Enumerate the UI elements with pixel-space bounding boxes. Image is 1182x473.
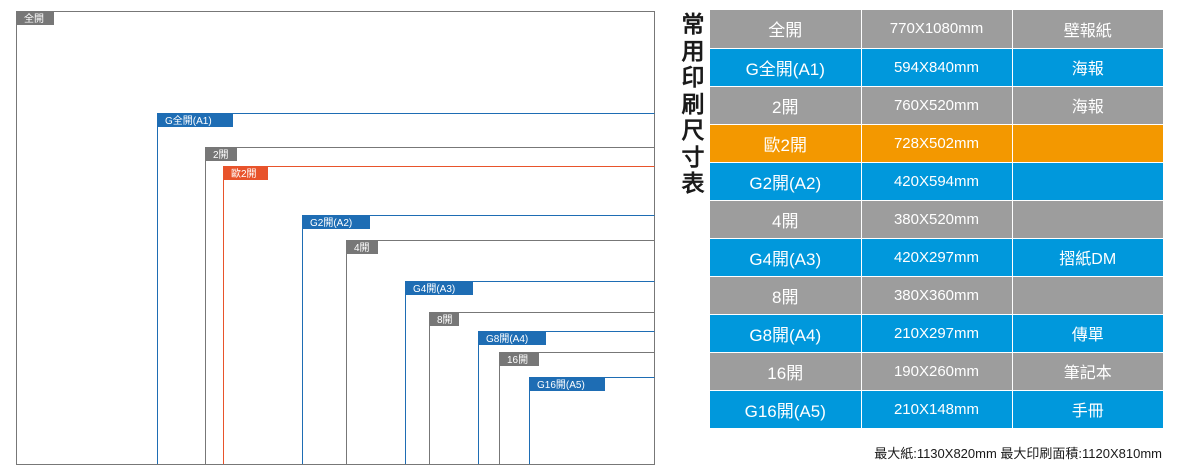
paper-frame-label: G4開(A3) — [413, 283, 455, 295]
table-row: 4開 380X520mm — [710, 200, 1163, 239]
paper-frame-tab — [429, 312, 459, 326]
paper-frame-label: 8開 — [437, 314, 453, 326]
paper-frame-tab — [405, 281, 473, 295]
title-char: 表 — [681, 171, 705, 197]
size-dimension-cell: 380X360mm — [861, 276, 1013, 315]
paper-frame-tab — [529, 377, 605, 391]
paper-frame: G16開(A5) — [529, 377, 655, 464]
size-usage-cell — [1012, 276, 1163, 315]
size-table: 全開 770X1080mm 壁報紙 G全開(A1) 594X840mm 海報 2開 760X5… — [710, 10, 1163, 429]
size-usage-cell: 摺紙DM — [1012, 238, 1163, 277]
size-name-cell: G16開(A5) — [710, 390, 862, 429]
title-char: 常 — [681, 12, 705, 38]
paper-frame: 2開 — [205, 147, 655, 464]
size-name-cell: 全開 — [710, 10, 862, 49]
paper-frame-tab — [157, 113, 233, 127]
size-dimension-cell: 380X520mm — [861, 200, 1013, 239]
size-dimension-cell: 594X840mm — [861, 48, 1013, 87]
paper-frame: G4開(A3) — [405, 281, 655, 464]
table-title: 常用印刷尺寸表 — [678, 12, 708, 198]
table-row: 8開 380X360mm — [710, 276, 1163, 315]
table-row: G4開(A3) 420X297mm 摺紙DM — [710, 238, 1163, 277]
paper-frame-tab — [346, 240, 378, 254]
size-name-cell: 8開 — [710, 276, 862, 315]
paper-frame: 16開 — [499, 352, 655, 464]
paper-frame: G全開(A1) — [157, 113, 655, 464]
size-dimension-cell: 420X297mm — [861, 238, 1013, 277]
size-dimension-cell: 420X594mm — [861, 162, 1013, 201]
paper-frame-label: G全開(A1) — [165, 114, 212, 127]
paper-frame-tab — [478, 331, 546, 345]
title-char: 印 — [681, 65, 705, 91]
table-row: G全開(A1) 594X840mm 海報 — [710, 48, 1163, 87]
paper-frame-label: G8開(A4) — [486, 333, 528, 345]
size-name-cell: G4開(A3) — [710, 238, 862, 277]
size-name-cell: G8開(A4) — [710, 314, 862, 353]
paper-frame: G2開(A2) — [302, 215, 655, 464]
footer-note: 最大紙:1130X820mm 最大印刷面積:1120X810mm — [874, 446, 1162, 461]
size-dimension-cell: 770X1080mm — [861, 10, 1013, 49]
table-row: 16開 190X260mm 筆記本 — [710, 352, 1163, 391]
paper-frame-tab — [302, 215, 370, 229]
title-char: 刷 — [681, 91, 705, 118]
paper-frame: 全開 — [16, 11, 655, 465]
paper-frame-label: G2開(A2) — [310, 217, 352, 229]
table-row: G16開(A5) 210X148mm 手冊 — [710, 390, 1163, 429]
size-dimension-cell: 760X520mm — [861, 86, 1013, 125]
size-name-cell: 2開 — [710, 86, 862, 125]
size-usage-cell — [1012, 162, 1163, 201]
paper-frame: 4開 — [346, 240, 655, 464]
paper-frame-outline — [499, 352, 655, 464]
table-row: 全開 770X1080mm 壁報紙 — [710, 10, 1163, 49]
size-dimension-cell: 728X502mm — [861, 124, 1013, 163]
paper-frame-label: G16開(A5) — [537, 379, 585, 391]
paper-frame: 8開 — [429, 312, 655, 464]
paper-frame-label: 2開 — [213, 149, 229, 161]
paper-frame: G8開(A4) — [478, 331, 655, 464]
paper-frame-outline — [16, 11, 655, 465]
size-usage-cell: 傳單 — [1012, 314, 1163, 353]
size-usage-cell: 海報 — [1012, 86, 1163, 125]
paper-frame-tab — [205, 147, 237, 161]
table-row: 歐2開 728X502mm — [710, 124, 1163, 163]
size-name-cell: 16開 — [710, 352, 862, 391]
paper-frame-tab — [499, 352, 539, 366]
title-char: 寸 — [681, 144, 705, 171]
size-usage-cell: 手冊 — [1012, 390, 1163, 429]
size-usage-cell: 筆記本 — [1012, 352, 1163, 391]
size-usage-cell: 壁報紙 — [1012, 10, 1163, 49]
size-usage-cell: 海報 — [1012, 48, 1163, 87]
paper-frame-tab — [16, 11, 54, 25]
size-usage-cell — [1012, 200, 1163, 239]
size-dimension-cell: 210X148mm — [861, 390, 1013, 429]
paper-frame-label: 全開 — [24, 12, 44, 25]
paper-frame: 歐2開 — [223, 166, 655, 464]
table-row: G2開(A2) 420X594mm — [710, 162, 1163, 201]
paper-frame-outline — [478, 331, 655, 464]
size-name-cell: G全開(A1) — [710, 48, 862, 87]
size-name-cell: 4開 — [710, 200, 862, 239]
title-char: 用 — [681, 38, 705, 65]
size-usage-cell — [1012, 124, 1163, 163]
size-dimension-cell: 210X297mm — [861, 314, 1013, 353]
title-char: 尺 — [681, 118, 705, 144]
size-name-cell: 歐2開 — [710, 124, 862, 163]
paper-frame-label: 4開 — [354, 242, 370, 254]
paper-frame-label: 16開 — [507, 354, 528, 366]
table-row: G8開(A4) 210X297mm 傳單 — [710, 314, 1163, 353]
size-name-cell: G2開(A2) — [710, 162, 862, 201]
size-dimension-cell: 190X260mm — [861, 352, 1013, 391]
table-row: 2開 760X520mm 海報 — [710, 86, 1163, 125]
paper-frame-tab — [223, 166, 268, 180]
paper-frame-label: 歐2開 — [231, 167, 257, 180]
